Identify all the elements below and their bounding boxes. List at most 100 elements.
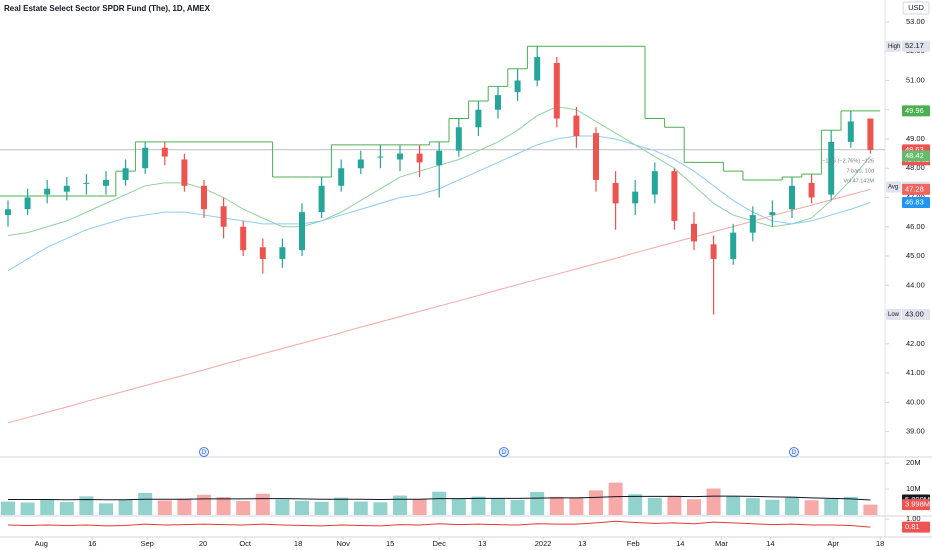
volume-bar <box>138 492 153 515</box>
candle-body <box>181 159 188 186</box>
candle-body <box>455 127 462 151</box>
price-marker-box <box>902 105 930 117</box>
candle-body <box>691 223 697 242</box>
volume-bar <box>393 495 407 515</box>
volume-bar <box>530 491 545 515</box>
x-tick-label: 14 <box>676 539 684 548</box>
dividend-marker <box>789 447 799 457</box>
rel-tick-label: 1.00 <box>906 514 921 523</box>
y-tick-label: 44.00 <box>906 280 925 289</box>
volume-bar <box>157 500 172 515</box>
candle-body <box>63 185 70 192</box>
candle-body <box>357 159 364 169</box>
x-tick-label: Aug <box>35 539 48 548</box>
candle-body <box>142 147 149 169</box>
candle-body <box>828 141 835 195</box>
candle-body <box>847 121 854 142</box>
candle-body <box>534 57 541 81</box>
candle-body <box>593 133 599 180</box>
volume-bar <box>451 498 466 515</box>
x-tick-label: Apr <box>827 539 839 548</box>
volume-tick-label: 20M <box>906 458 921 467</box>
volume-bar <box>491 498 505 515</box>
price-marker-name: Low <box>888 312 900 318</box>
volume-bar <box>432 491 447 515</box>
x-tick-label: 14 <box>766 539 774 548</box>
y-tick-label: 45.00 <box>906 251 925 260</box>
candle-body <box>749 215 756 233</box>
candle-body <box>730 232 737 259</box>
price-marker-label: 46.83 <box>905 197 924 206</box>
y-tick-label: 46.00 <box>906 222 925 231</box>
rel-marker-label: 0.81 <box>905 522 920 531</box>
volume-bar <box>863 504 878 515</box>
volume-bar <box>99 503 113 515</box>
currency: USD <box>908 3 924 12</box>
chart-title: Real Estate Select Sector SPDR Fund (The… <box>4 4 211 13</box>
dividend-label: D <box>502 450 507 456</box>
volume-bar <box>412 498 427 515</box>
candle-body <box>416 153 423 163</box>
volume-average <box>8 495 871 501</box>
candle-body <box>122 168 129 180</box>
x-tick-label: 15 <box>386 539 394 548</box>
candle-body <box>475 109 482 128</box>
candle-body <box>377 156 384 158</box>
volume-bar <box>785 497 799 515</box>
annotation: Vol 47.142M <box>843 178 874 184</box>
x-tick-label: 2022 <box>535 539 552 548</box>
volume-bar <box>216 497 231 515</box>
candle-body <box>495 95 501 110</box>
x-tick-label: Feb <box>627 539 640 548</box>
y-tick-label: 49.00 <box>906 134 925 143</box>
y-tick-label: 53.00 <box>906 17 925 26</box>
volume-bar <box>687 499 701 515</box>
volume-bar <box>608 482 623 515</box>
x-tick-label: 18 <box>876 539 884 548</box>
volume-bar <box>79 496 94 515</box>
volume-bar <box>628 494 643 515</box>
price-marker-name: Avg <box>888 185 898 191</box>
volume-bar <box>804 500 819 515</box>
x-tick-label: 18 <box>294 539 302 548</box>
candle-body <box>651 171 658 195</box>
y-tick-label: 41.00 <box>906 368 925 377</box>
candle-body <box>436 150 443 166</box>
x-tick-label: 20 <box>199 539 207 548</box>
candle-body <box>338 168 345 186</box>
volume-bar <box>314 501 329 515</box>
candle-body <box>514 80 521 93</box>
candle-body <box>240 226 247 251</box>
candle-body <box>671 171 678 221</box>
price-marker-name: High <box>888 44 900 50</box>
y-tick-label: 40.00 <box>906 397 925 406</box>
candle-body <box>867 118 874 150</box>
x-tick-label: Mar <box>715 539 728 548</box>
rel-marker-box <box>902 521 930 533</box>
volume-bar <box>765 499 780 515</box>
volume-bar <box>255 493 270 515</box>
volume-marker-box <box>902 499 930 511</box>
candle-body <box>44 188 51 195</box>
y-tick-label: 42.00 <box>906 339 925 348</box>
price-marker-label: 43.00 <box>905 310 924 319</box>
price-marker-label: 48.42 <box>905 151 924 160</box>
candle-body <box>5 209 11 216</box>
volume-bar <box>667 495 682 515</box>
volume-bar <box>471 496 486 515</box>
y-tick-label: 39.00 <box>906 427 925 436</box>
volume-bar <box>824 498 839 515</box>
volume-bar <box>20 502 35 515</box>
volume-bar <box>726 496 741 515</box>
volume-bar <box>236 501 251 515</box>
currency-box[interactable] <box>902 1 930 15</box>
price-marker-box <box>902 40 930 52</box>
volume-bar <box>843 496 858 515</box>
candle-body <box>83 182 90 184</box>
price-marker-name-box <box>886 181 901 193</box>
candle-body <box>789 185 795 210</box>
candle-body <box>553 62 560 119</box>
candle-body <box>103 179 109 186</box>
volume-bar <box>353 501 368 515</box>
